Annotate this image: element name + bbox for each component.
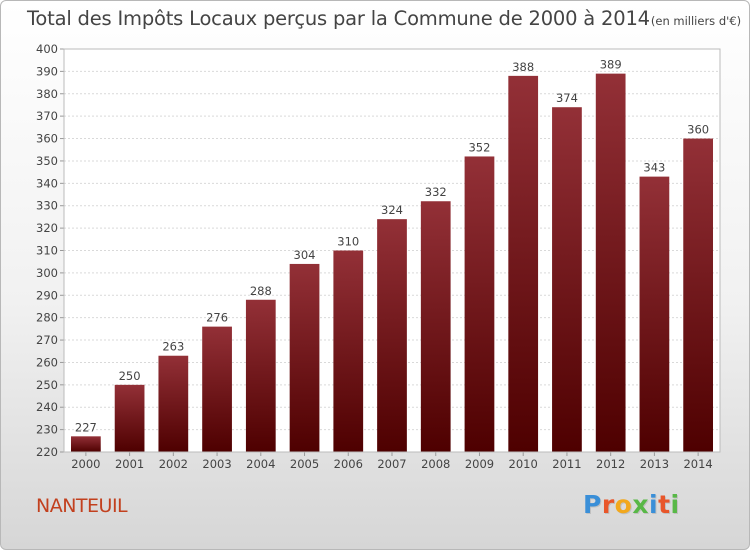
bar [202, 326, 232, 452]
logo-letter: i [649, 490, 659, 519]
y-tick-label: 310 [36, 244, 58, 258]
bar [114, 384, 145, 452]
x-tick-label: 2000 [71, 457, 100, 471]
bar [158, 355, 189, 452]
y-tick-label: 270 [36, 333, 58, 347]
x-tick-label: 2002 [159, 457, 188, 471]
bar-value-label: 352 [468, 140, 490, 154]
x-tick-label: 2004 [246, 457, 275, 471]
commune-name: NANTEUIL [36, 495, 128, 517]
y-tick-label: 370 [36, 109, 58, 123]
bar [508, 75, 539, 452]
y-tick-label: 340 [36, 176, 58, 190]
bar-value-label: 388 [512, 60, 534, 74]
y-tick-label: 260 [36, 355, 58, 369]
y-tick-label: 360 [36, 132, 58, 146]
x-axis-ticks: 2000 2001 2002 2003 2004 2005 2006 2007 2008 2009… [71, 452, 713, 471]
logo-letter: i [670, 490, 680, 519]
chart-title: Total des Impôts Locaux perçus par la Co… [27, 7, 650, 30]
x-tick-label: 2013 [640, 457, 669, 471]
y-tick-label: 230 [36, 423, 58, 437]
bar-value-label: 263 [162, 340, 184, 354]
logo-letter: o [614, 490, 633, 519]
bar-value-label: 343 [643, 161, 665, 175]
x-tick-label: 2006 [334, 457, 363, 471]
bar-value-label: 332 [425, 185, 447, 199]
bar [552, 107, 582, 452]
x-tick-label: 2001 [115, 457, 144, 471]
plot-border [63, 48, 721, 453]
y-tick-label: 250 [36, 378, 58, 392]
proxiti-logo: Proxiti [583, 490, 680, 519]
bar-value-label: 304 [294, 248, 316, 262]
y-axis-ticks: 220 230 240 250 260 270 280 290 300 310 320 330 340 3… [36, 42, 64, 459]
bar-value-label: 310 [337, 235, 359, 249]
x-tick-label: 2005 [290, 457, 319, 471]
bar [289, 263, 320, 452]
x-tick-label: 2009 [465, 457, 494, 471]
bar [595, 73, 626, 452]
y-tick-label: 350 [36, 154, 58, 168]
bar-value-label: 324 [381, 203, 403, 217]
x-tick-label: 2010 [509, 457, 538, 471]
logo-letter: t [658, 490, 671, 519]
x-tick-label: 2008 [421, 457, 450, 471]
bar [245, 299, 276, 452]
bar-value-label: 389 [600, 58, 622, 72]
x-tick-label: 2003 [202, 457, 231, 471]
bar [639, 176, 670, 452]
y-tick-label: 380 [36, 87, 58, 101]
y-tick-label: 290 [36, 288, 58, 302]
chart-subtitle: (en milliers d'€) [650, 14, 742, 28]
bar [70, 436, 101, 452]
x-tick-label: 2011 [552, 457, 581, 471]
y-tick-label: 390 [36, 64, 58, 78]
chart-title-block: Total des Impôts Locaux perçus par la Co… [27, 7, 741, 30]
x-tick-label: 2007 [377, 457, 406, 471]
bar [377, 219, 407, 452]
y-tick-label: 320 [36, 221, 58, 235]
bar-value-label: 360 [687, 123, 709, 137]
y-tick-label: 330 [36, 199, 58, 213]
bar [464, 156, 495, 452]
bar-value-label: 288 [250, 284, 272, 298]
logo-letter: P [583, 490, 602, 519]
y-tick-label: 220 [36, 445, 58, 459]
bar [333, 250, 364, 452]
bar-value-label: 374 [556, 91, 578, 105]
bar-value-label: 227 [75, 420, 97, 434]
logo-letter: x [632, 490, 649, 519]
bar-value-label: 276 [206, 311, 228, 325]
y-tick-label: 280 [36, 311, 58, 325]
bar [683, 138, 714, 453]
x-tick-label: 2012 [596, 457, 625, 471]
y-tick-label: 400 [36, 42, 58, 56]
x-tick-label: 2014 [683, 457, 712, 471]
y-tick-label: 240 [36, 400, 58, 414]
logo-letter: r [601, 490, 615, 519]
bar [420, 201, 451, 452]
bars: 227 250 263 276 288 304 310 324 332 352 388 374 389 3… [70, 58, 714, 453]
y-tick-label: 300 [36, 266, 58, 280]
bar-value-label: 250 [119, 369, 141, 383]
